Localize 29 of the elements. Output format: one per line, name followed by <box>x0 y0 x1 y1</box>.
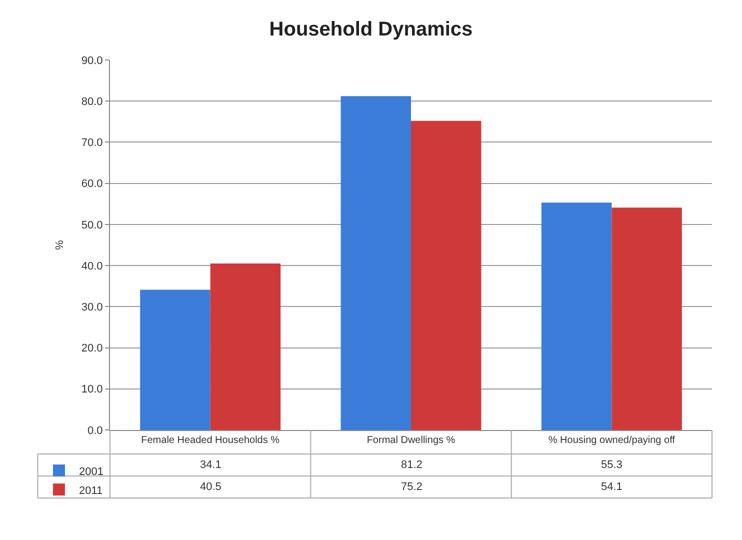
y-tick-label: 90.0 <box>81 54 103 67</box>
y-tick-label: 0.0 <box>88 424 103 437</box>
y-tick-label: 20.0 <box>81 342 103 355</box>
y-tick-label: 40.0 <box>81 260 103 272</box>
bar <box>140 290 210 430</box>
x-tick-label: Female Headed Households % <box>141 435 280 446</box>
bar <box>411 120 482 430</box>
bar <box>340 96 411 430</box>
data-label: 75.2 <box>401 481 422 493</box>
bar <box>210 264 281 430</box>
legend-label: 2011 <box>78 484 103 497</box>
y-tick-label: 10.0 <box>81 384 103 396</box>
chart-title: Household Dynamics <box>269 18 473 41</box>
data-label: 81.2 <box>401 459 422 471</box>
legend-label: 2001 <box>78 466 104 478</box>
y-axis-title: % <box>54 240 66 250</box>
y-tick-label: 80.0 <box>81 96 103 108</box>
x-tick-label: % Housing owned/paying off <box>548 435 676 446</box>
data-label: 55.3 <box>601 459 622 471</box>
y-tick-label: 50.0 <box>81 219 103 232</box>
y-tick-label: 70.0 <box>81 137 103 150</box>
bar <box>612 208 682 430</box>
y-tick-label: 60.0 <box>81 178 103 190</box>
data-label: 54.1 <box>601 481 622 493</box>
bar <box>541 202 612 430</box>
y-tick-label: 30.0 <box>81 302 103 314</box>
data-label: 34.1 <box>200 459 222 471</box>
data-label: 40.5 <box>200 481 222 493</box>
x-tick-label: Formal Dwellings % <box>366 435 456 446</box>
